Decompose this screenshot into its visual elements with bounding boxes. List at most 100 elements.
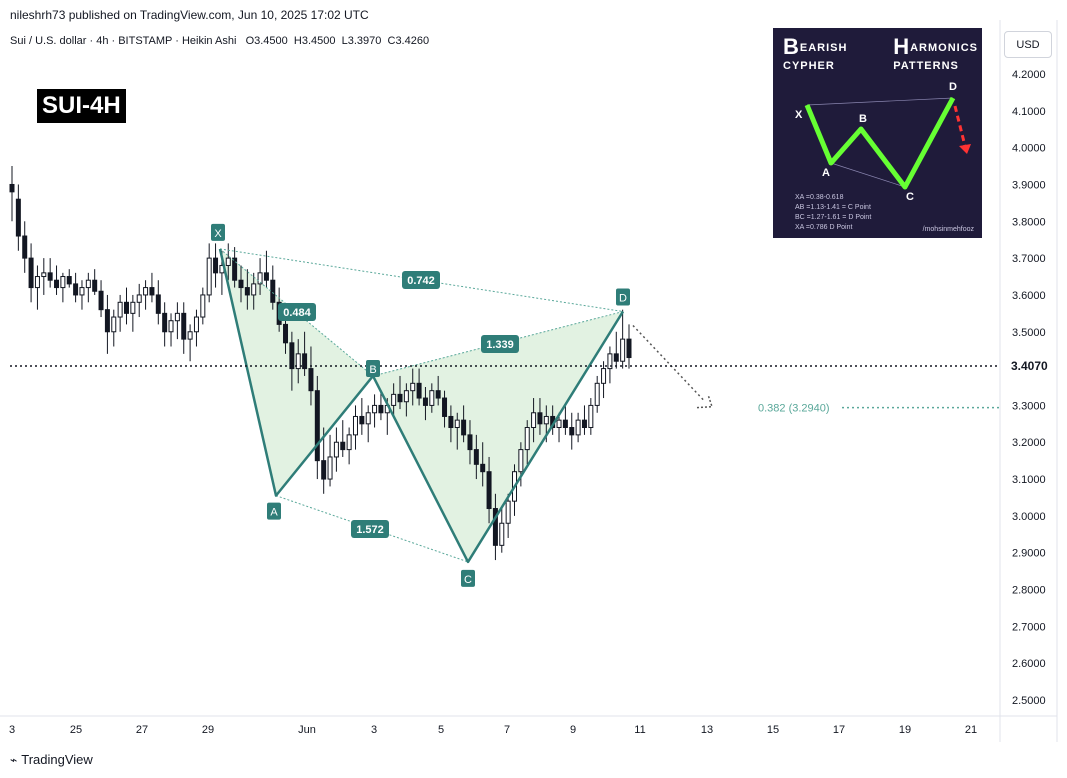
candle-up [327,456,333,480]
inset-title-left-initial: B [783,34,800,59]
ohlc-low: L3.3970 [341,35,382,47]
inset-rule-1: XA =0.38-0.618 [795,194,844,201]
inset-arrow-line [953,105,967,147]
time-tick-label: 21 [965,724,977,736]
price-tick-label: 2.9000 [1012,548,1046,560]
candle-down [155,294,161,314]
inset-label-b: B [859,113,867,125]
time-tick-label: 11 [634,724,645,736]
candle-down [321,460,327,480]
candle-down [581,419,587,429]
publisher-line: nileshrh73 published on TradingView.com,… [10,8,369,22]
time-tick-label: 13 [701,724,713,736]
inset-label-a: A [822,167,830,179]
pattern-ratio-badge [481,335,519,353]
candle-down [232,257,238,281]
time-tick-label: 29 [202,724,214,736]
candle-down [54,279,60,289]
tradingview-footer[interactable]: ⌁ TradingView [10,752,93,767]
candle-down [9,183,15,193]
price-tick-label: 2.5000 [1012,695,1046,707]
price-tick-label: 3.0000 [1012,511,1046,523]
time-tick-label: 3 [371,724,377,736]
symbol-tag: SUI-4H [37,89,126,123]
candle-up [117,301,123,318]
inset-title-right-initial: H [893,34,911,59]
ohlc-high: H3.4500 [293,35,336,47]
candle-up [200,294,206,318]
ohlc-close: C3.4260 [387,35,430,47]
candle-down [98,290,104,311]
inset-title-left: BEARISH CYPHER [783,34,847,72]
pattern-point-a: A [270,507,278,519]
tradingview-logo-icon: ⌁ [10,752,18,767]
candle-up [257,272,263,285]
candle-down [613,353,619,362]
candle-down [314,390,320,462]
candle-down [15,198,21,237]
candle-up [601,368,607,384]
ohlc-open: O3.4500 [245,35,288,47]
candle-down [435,390,441,399]
time-tick-label: 3 [9,724,15,736]
time-tick-label: 15 [767,724,779,736]
candle-down [92,279,98,292]
price-tick-label: 3.5000 [1012,327,1046,339]
candle-up [187,331,193,340]
pattern-xb-line [219,248,374,377]
time-tick-label: Jun [298,724,316,736]
candle-up [372,404,378,414]
projection-arrow-head [696,394,714,409]
last-price-badge [1002,356,1056,376]
candle-up [251,283,257,296]
price-tick-label: 3.9000 [1012,179,1046,191]
candle-down [244,287,250,296]
candle-down [28,257,34,289]
candle-up [79,287,85,296]
candle-up [333,441,339,458]
candle-up [575,419,581,436]
candle-up [499,522,505,546]
candle-down [123,301,129,314]
candle-up [168,320,174,333]
candle-down [569,427,575,436]
candle-up [295,353,301,370]
candle-down [562,419,568,429]
time-tick-label: 25 [70,724,82,736]
symbol-title: Sui / U.S. dollar · 4h · BITSTAMP · Heik… [10,35,237,47]
price-tick-label: 4.1000 [1012,106,1046,118]
pattern-ratio-badge [351,520,389,538]
candle-up [403,390,409,403]
price-tick-label: 3.2000 [1012,437,1046,449]
candle-down [289,342,295,370]
footer-brand: TradingView [21,752,93,767]
candle-up [34,276,40,289]
candle-up [531,412,537,429]
price-tick-label: 3.3000 [1012,400,1046,412]
pattern-ratio-label: 0.484 [283,307,311,319]
inset-diagram: X A B C D [795,81,971,203]
pattern-ratio-label: 1.572 [356,524,384,536]
inset-title-right-line2: PATTERNS [893,60,959,72]
candle-down [473,449,479,465]
candle-down [283,323,289,344]
inset-title-right-rest: ARMONICS [910,42,978,54]
candle-down [238,279,244,289]
time-tick-label: 27 [136,724,148,736]
candle-down [149,287,155,296]
candle-down [397,393,403,403]
candle-down [486,471,492,510]
candle-down [73,283,79,296]
pattern-point-d: D [619,293,627,305]
inset-label-x: X [795,109,803,121]
pattern-point-badge [366,359,380,377]
price-tick-label: 3.8000 [1012,216,1046,228]
candle-up [60,276,66,289]
candle-up [206,257,212,296]
pattern-bcd-fill [373,311,623,562]
last-price-label: 3.4070 [1011,359,1048,373]
currency-button[interactable]: USD [1004,31,1052,58]
candle-up [505,500,511,524]
candle-down [308,368,314,392]
